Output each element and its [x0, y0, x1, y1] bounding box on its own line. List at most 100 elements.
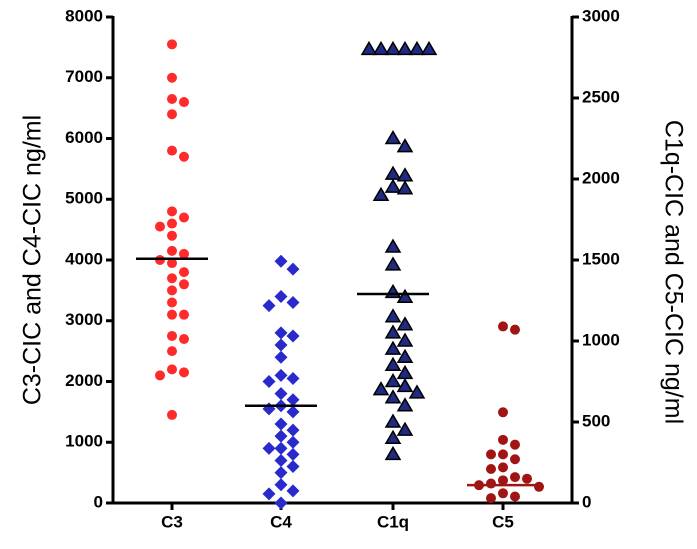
point	[384, 178, 402, 193]
y-tick-label: 6000	[65, 128, 103, 147]
point	[384, 238, 402, 253]
y-axis-title: C3-CIC and C4-CIC ng/ml	[19, 115, 47, 405]
point	[510, 439, 520, 450]
point	[384, 40, 402, 56]
point	[384, 389, 402, 404]
point	[167, 218, 177, 229]
point	[274, 496, 288, 510]
x-tick-label: C5	[492, 512, 514, 531]
y2-tick-label: 500	[582, 411, 610, 430]
point	[274, 429, 288, 443]
point	[486, 478, 496, 489]
y2-tick-label: 1000	[582, 330, 620, 349]
point	[262, 299, 276, 313]
point	[167, 330, 177, 341]
point	[262, 487, 276, 501]
y2-tick-label: 0	[582, 492, 591, 511]
x-tick-label: C3	[161, 512, 183, 531]
point	[167, 409, 177, 420]
x-tick-label: C4	[270, 512, 292, 531]
point	[498, 321, 508, 332]
point	[384, 340, 402, 355]
point	[179, 333, 189, 344]
point	[384, 413, 402, 428]
y2-tick-label: 3000	[582, 6, 620, 25]
point	[396, 180, 414, 195]
point	[498, 462, 508, 473]
point	[179, 97, 189, 108]
point	[384, 356, 402, 372]
point	[510, 491, 520, 502]
y-tick-label: 3000	[65, 310, 103, 329]
point	[286, 460, 300, 474]
point	[498, 434, 508, 445]
point	[384, 429, 402, 444]
point	[179, 267, 189, 278]
point	[167, 258, 177, 269]
point	[167, 72, 177, 83]
point	[274, 338, 288, 352]
point	[274, 368, 288, 382]
point	[384, 165, 402, 180]
y2-axis-title: C1q-CIC and C5-CIC ng/ml	[659, 120, 687, 424]
point	[262, 375, 276, 388]
point	[372, 186, 390, 201]
point	[274, 441, 288, 455]
point	[408, 384, 426, 399]
point	[167, 297, 177, 308]
point	[498, 449, 508, 460]
point	[384, 373, 402, 388]
point	[167, 206, 177, 217]
point	[167, 230, 177, 241]
point	[179, 248, 189, 259]
point	[396, 167, 414, 182]
point	[396, 316, 414, 331]
point	[396, 332, 414, 347]
point	[286, 423, 300, 437]
point	[286, 447, 300, 461]
point	[286, 329, 300, 343]
point	[274, 326, 288, 340]
point	[262, 402, 276, 416]
point	[372, 381, 390, 396]
point	[274, 350, 288, 364]
point	[408, 40, 426, 56]
point	[396, 377, 414, 393]
point	[167, 346, 177, 357]
point	[372, 40, 390, 56]
point	[274, 387, 288, 401]
point	[486, 493, 496, 504]
point	[167, 285, 177, 296]
point	[179, 279, 189, 290]
point	[396, 421, 414, 436]
point	[167, 309, 177, 320]
point	[274, 254, 288, 268]
point	[384, 283, 402, 299]
point	[510, 454, 520, 465]
point	[396, 138, 414, 153]
point	[274, 478, 288, 492]
point	[274, 417, 288, 431]
point	[384, 256, 402, 271]
point	[179, 309, 189, 320]
point	[286, 393, 300, 407]
point	[396, 348, 414, 363]
point	[486, 449, 496, 460]
point	[384, 130, 402, 145]
point	[274, 289, 288, 303]
point	[167, 39, 177, 50]
point	[396, 40, 414, 56]
point	[286, 371, 300, 385]
point	[286, 405, 300, 419]
point	[420, 40, 438, 56]
point	[179, 367, 189, 378]
y-tick-label: 1000	[65, 432, 103, 451]
point	[286, 435, 300, 449]
point	[167, 273, 177, 284]
point	[155, 221, 165, 232]
y-tick-label: 8000	[65, 6, 103, 25]
point	[167, 245, 177, 256]
point	[396, 364, 414, 380]
y2-tick-label: 2500	[582, 87, 620, 106]
point	[262, 441, 276, 455]
